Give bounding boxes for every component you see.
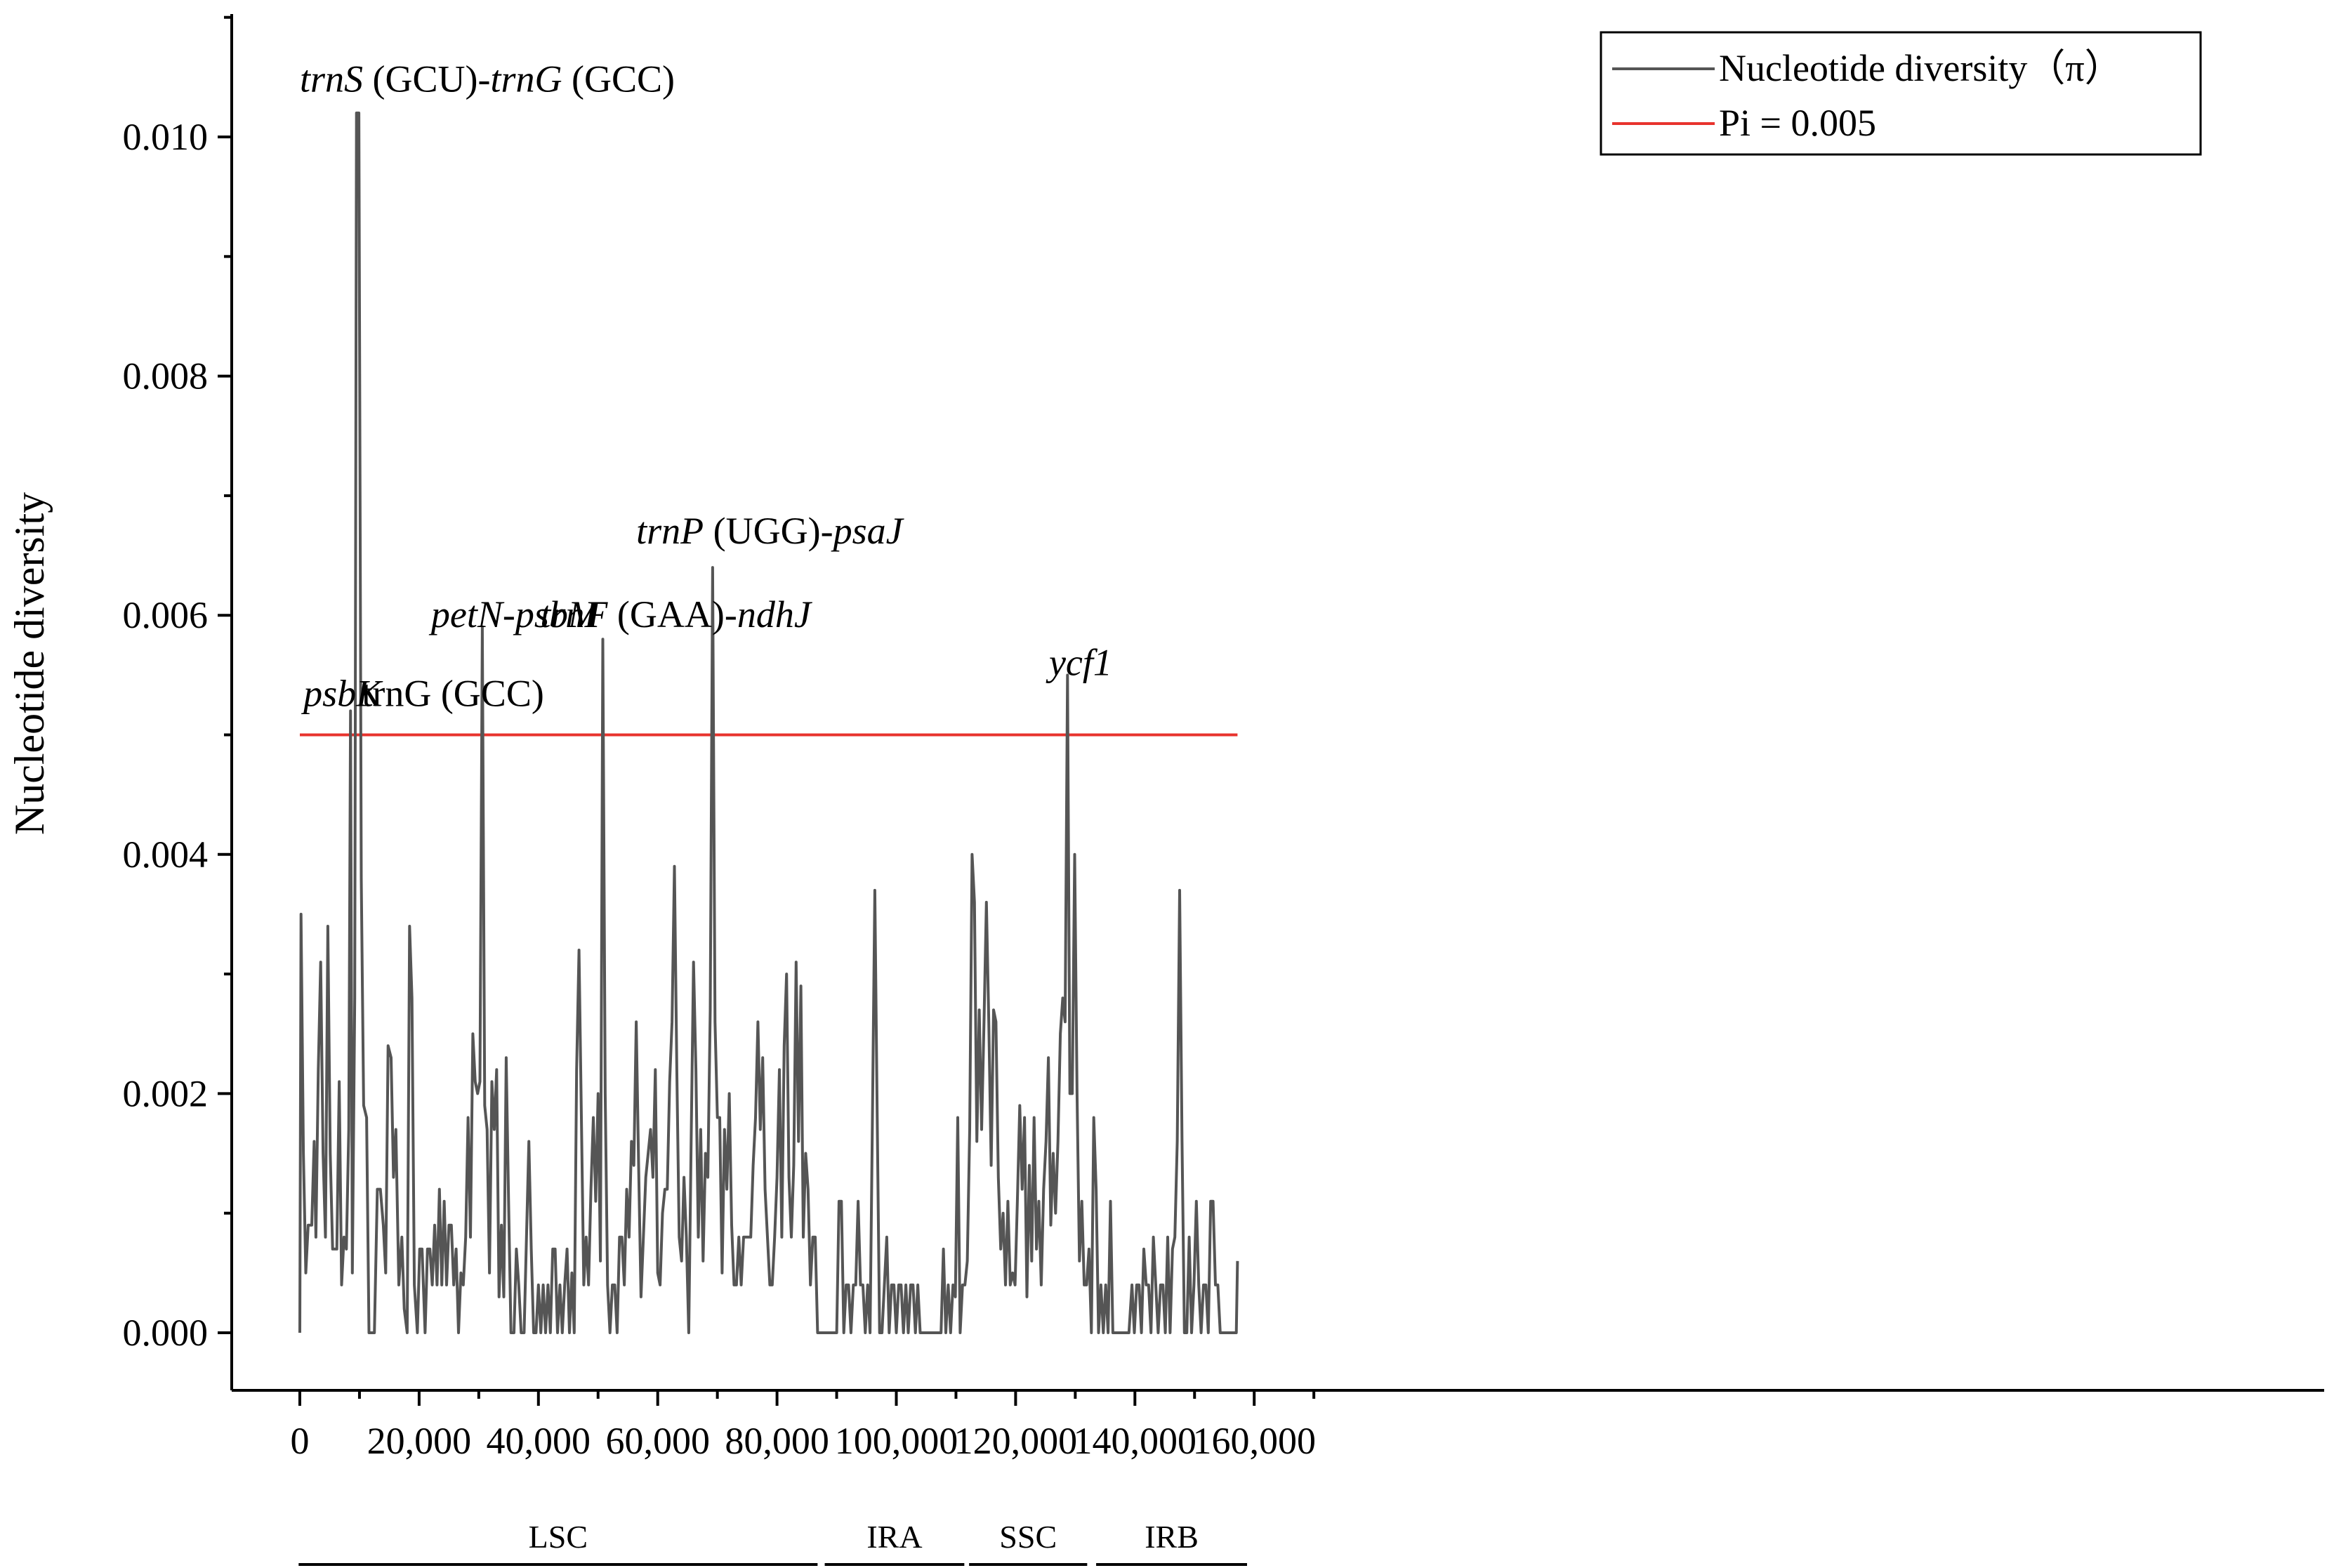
y-tick-label: 0.002 [123,1072,209,1114]
x-tick-label: 100,000 [835,1420,958,1462]
x-tick-label: 120,000 [954,1420,1078,1462]
tick-labels: 0.000 0.002 0.004 0.006 0.008 0.010 0 20,000 40,… [123,116,1316,1462]
legend: Nucleotide diversity（π） Pi = 0.005 [1600,31,2202,156]
y-tick-label: 0.010 [123,116,209,158]
axes [230,14,2324,1392]
legend-box [1600,31,2202,156]
region-label-ira: IRA [866,1519,922,1555]
genome-regions: LSC IRA SSC IRB [298,1519,1248,1566]
diversity-line [298,111,1239,1334]
x-tick-label: 60,000 [605,1420,710,1462]
y-tick-label: 0.004 [123,834,209,876]
annotation-trnGGCC: trnG (GCC) [362,673,543,715]
annotation-trnS: trnS (GCU)-trnG (GCC) [300,58,675,100]
region-label-irb: IRB [1145,1519,1199,1555]
y-tick-label: 0.000 [123,1312,209,1354]
annotation-petN: petN-psbM [428,593,602,635]
annotation-psbK: psbK [301,673,383,715]
y-tick-label: 0.008 [123,355,209,397]
x-tick-label: 140,000 [1074,1420,1197,1462]
annotation-ycf1: ycf1 [1046,641,1112,683]
x-tick-label: 80,000 [725,1420,829,1462]
y-axis-title: Nucleotide diversity [6,492,53,835]
annotation-trnF: trnF (GAA)-ndhJ [540,593,812,635]
region-label-ssc: SSC [999,1519,1057,1555]
x-tick-label: 20,000 [367,1420,472,1462]
legend-label-threshold: Pi = 0.005 [1719,102,1876,144]
annotation-trnP: trnP (UGG)-psaJ [636,510,904,552]
x-tick-label: 160,000 [1192,1420,1316,1462]
x-tick-label: 0 [291,1420,310,1462]
region-label-lsc: LSC [529,1519,588,1555]
x-tick-label: 40,000 [487,1420,591,1462]
diversity-series-group [298,111,1239,1334]
y-tick-label: 0.006 [123,594,209,636]
legend-label-diversity: Nucleotide diversity（π） [1719,47,2123,89]
tick-marks [218,15,1316,1406]
